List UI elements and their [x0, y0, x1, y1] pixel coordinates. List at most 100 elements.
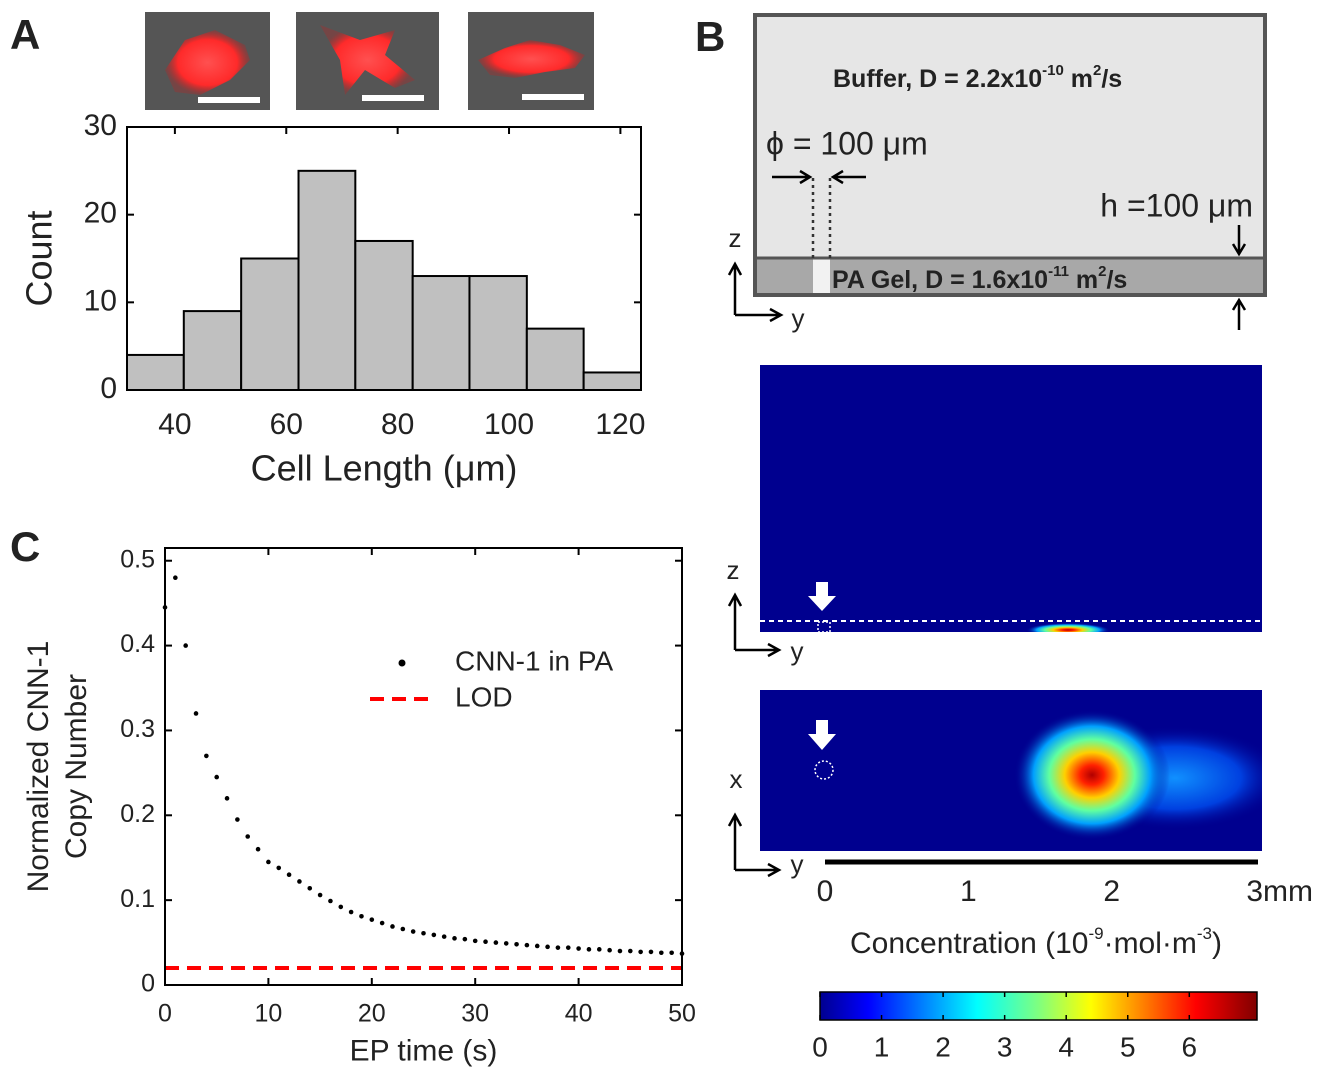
data-point	[514, 941, 519, 947]
colorbar-tick-label: 0	[812, 1031, 828, 1062]
y-tick-label: 0.2	[120, 800, 155, 828]
superscript: 2	[1098, 263, 1106, 280]
text-part: Buffer, D = 2.2x10	[833, 65, 1042, 93]
colorbar-tick-label: 5	[1120, 1031, 1136, 1062]
y-axis-label: Copy Number	[60, 674, 93, 859]
text-part: )	[1212, 927, 1222, 960]
scale-bar	[198, 97, 260, 103]
data-point	[534, 943, 540, 949]
gel-label: PA Gel, D = 1.6x10-11 m2/s	[832, 263, 1127, 294]
micrographs	[145, 12, 594, 110]
height-label: h =100 μm	[1100, 187, 1253, 223]
x-tick-label: 10	[254, 1000, 282, 1028]
panel-label: B	[695, 13, 725, 60]
superscript: -11	[1048, 263, 1069, 280]
hotspot	[1026, 623, 1110, 632]
data-point	[462, 936, 468, 942]
data-point	[431, 932, 437, 938]
data-point	[555, 945, 561, 950]
data-point	[596, 947, 602, 952]
inlet-arrow	[808, 720, 836, 750]
bar	[468, 275, 528, 391]
x-tick-label: 0	[158, 1000, 172, 1028]
x-tick-label: 80	[381, 408, 414, 441]
scale-bar	[522, 94, 584, 100]
y-tick-label: 10	[84, 284, 117, 317]
colorbar-tick-label: 2	[935, 1031, 951, 1062]
bar	[126, 353, 185, 391]
plot-frame	[126, 126, 642, 391]
y-tick-label: 0	[100, 372, 117, 405]
heatmap-side: z y	[727, 365, 1262, 666]
scale-bar	[362, 95, 424, 101]
data-point	[617, 948, 623, 954]
data-point	[297, 879, 302, 884]
data-point	[586, 947, 592, 952]
data-point	[183, 643, 188, 648]
scale-tick-label: 2	[1103, 875, 1120, 908]
axis-letter: x	[730, 764, 743, 794]
text-part: /s	[1101, 65, 1122, 93]
pore-label: ϕ = 100 μm	[766, 125, 928, 161]
heatmap-clip	[1026, 623, 1110, 632]
y-axis-label: Count	[19, 210, 60, 306]
data-point	[328, 898, 333, 904]
legend-marker	[398, 659, 406, 667]
data-point	[307, 885, 313, 891]
data-point	[286, 872, 292, 877]
text-part: PA Gel, D = 1.6x10	[832, 266, 1048, 294]
colorbar-tick-label: 4	[1058, 1031, 1074, 1062]
x-tick-label: 20	[358, 1000, 386, 1028]
plot-frame	[164, 547, 683, 986]
data-point	[421, 930, 426, 936]
data-point	[224, 796, 230, 801]
y-axis-label: Normalized CNN-1	[22, 641, 55, 893]
gel-region	[755, 258, 1265, 295]
axis-letter: y	[792, 303, 805, 333]
panel-label: C	[10, 523, 40, 570]
data-point	[638, 949, 643, 955]
superscript: -9	[1088, 924, 1103, 943]
axis-letter: y	[791, 636, 804, 666]
superscript: -3	[1197, 924, 1212, 943]
bar	[411, 275, 471, 391]
cell	[320, 25, 415, 95]
data-point	[317, 892, 323, 898]
y-tick-label: 0.4	[120, 630, 155, 658]
bar	[354, 239, 414, 391]
cell	[478, 40, 585, 78]
colorbar-tick-label: 3	[997, 1031, 1013, 1062]
schematic: Buffer, D = 2.2x10-10 m2/s PA Gel, D = 1…	[727, 13, 1267, 333]
data-point	[659, 950, 664, 956]
pore	[813, 258, 830, 295]
y-tick-label: 0	[141, 970, 155, 998]
legend-label: CNN-1 in PA	[455, 645, 614, 676]
buffer-label: Buffer, D = 2.2x10-10 m2/s	[833, 62, 1122, 93]
text-part: m	[1069, 266, 1098, 294]
superscript: -10	[1042, 62, 1064, 79]
data-point	[369, 917, 375, 922]
cell	[165, 30, 250, 95]
text-part: ·mol·m	[1104, 927, 1197, 960]
data-point	[524, 942, 530, 948]
bar	[582, 371, 642, 392]
heatmap-top: x y	[727, 690, 1262, 879]
data-point	[390, 924, 395, 929]
colorbar-label: Concentration (10-9·mol·m-3)	[850, 924, 1222, 959]
bar	[182, 310, 243, 392]
data-point	[607, 947, 612, 953]
text-part: Concentration (10	[850, 927, 1088, 960]
data-point	[359, 913, 364, 919]
data-point	[214, 774, 219, 780]
x-tick-label: 120	[595, 408, 645, 441]
x-tick-label: 40	[565, 1000, 593, 1028]
data-point	[545, 944, 550, 950]
y-tick-label: 0.3	[120, 715, 155, 743]
bar	[297, 169, 357, 391]
superscript: 2	[1093, 62, 1101, 79]
colorbar	[819, 991, 1258, 1021]
y-tick-label: 20	[84, 197, 117, 230]
